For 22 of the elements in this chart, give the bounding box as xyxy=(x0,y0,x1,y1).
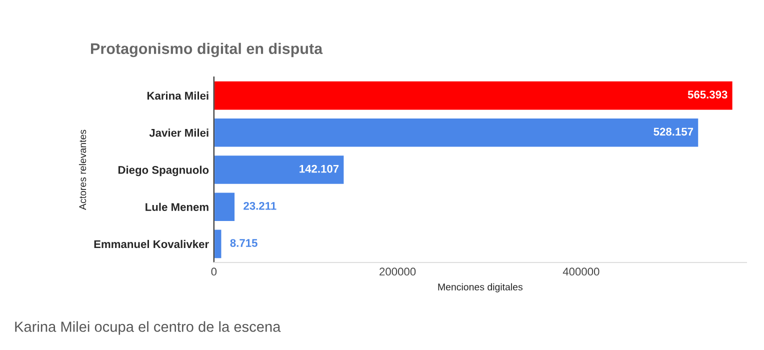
y-tick-label: Javier Milei xyxy=(149,128,208,137)
bar xyxy=(214,191,236,222)
x-tick-label: 0 xyxy=(211,268,217,276)
bar xyxy=(214,154,346,186)
y-tick-label: Diego Spagnuolo xyxy=(118,166,209,176)
bar xyxy=(214,117,700,148)
data-label: 142.107 xyxy=(300,164,339,173)
data-label: 8.715 xyxy=(230,239,258,247)
y-tick-label: Karina Milei xyxy=(147,92,208,100)
data-label: 23.211 xyxy=(244,202,276,210)
x-tick-label: 200000 xyxy=(380,268,416,276)
bar xyxy=(214,80,734,112)
y-axis-title: Actores relevantes xyxy=(78,130,86,210)
text: Karina Milei ocupa el centro de la escena xyxy=(15,321,281,335)
data-label: 528.157 xyxy=(654,128,694,136)
x-tick-label: 400000 xyxy=(562,268,600,276)
x-axis-title: Menciones digitales xyxy=(438,283,523,292)
y-tick-label: Lule Menem xyxy=(146,202,208,211)
y-tick-label: Emmanuel Kovalivker xyxy=(94,240,209,248)
chart-title: Protagonismo digital en disputa xyxy=(91,42,323,58)
bar xyxy=(214,228,223,260)
data-label: 565.393 xyxy=(688,90,728,99)
